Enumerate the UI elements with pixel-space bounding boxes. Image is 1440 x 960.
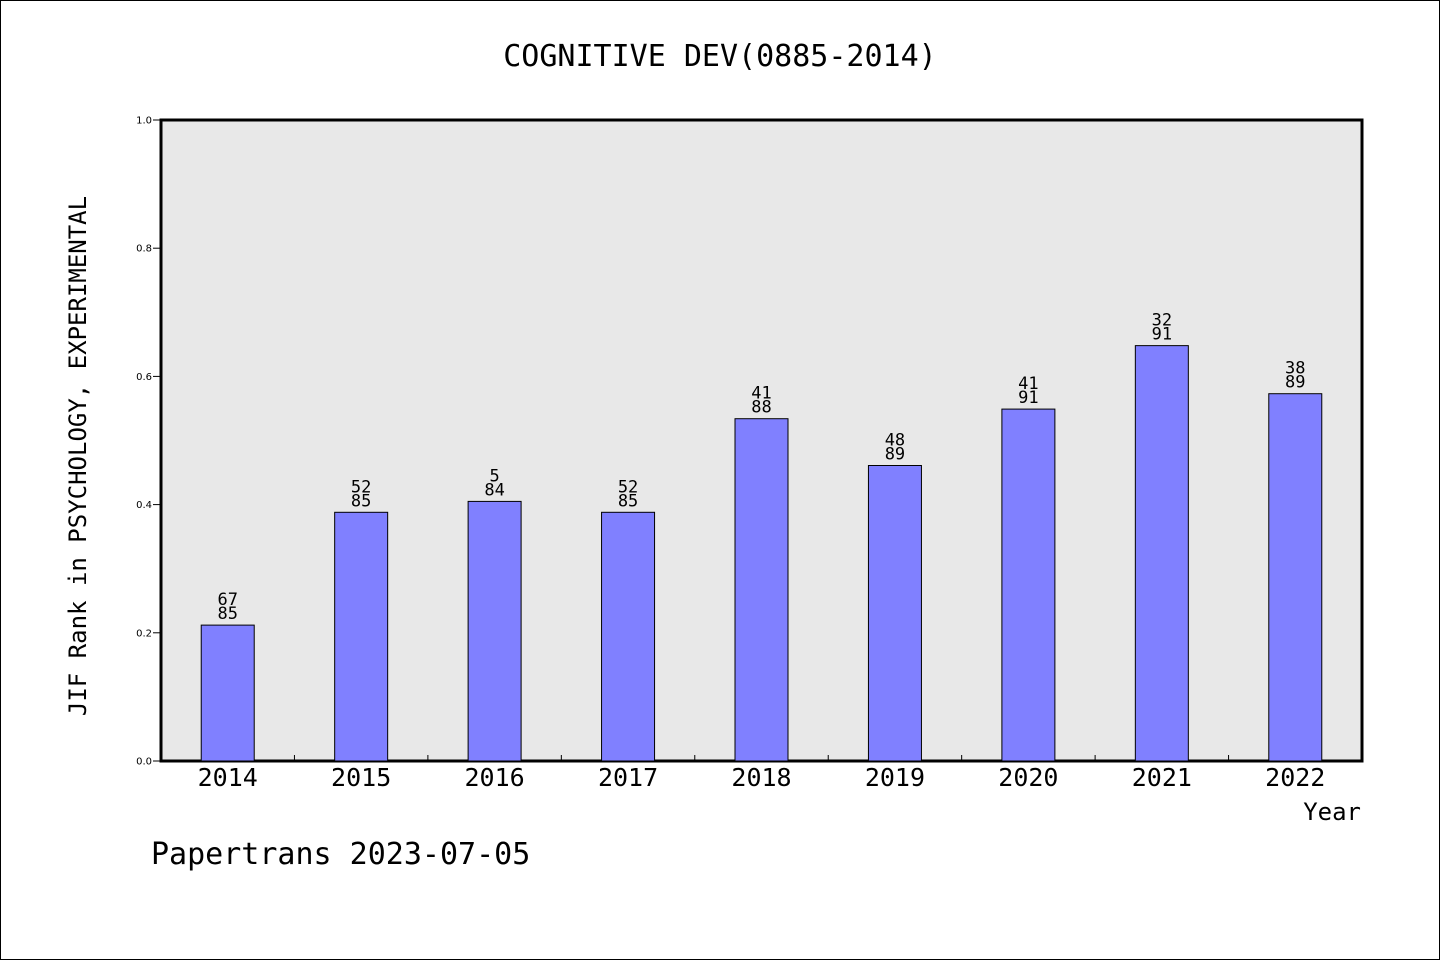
bar [601,511,656,762]
y-tick-label: 0.6 [136,372,152,383]
x-tick-label: 2015 [331,763,391,792]
chart-title: COGNITIVE DEV(0885-2014) [503,39,937,74]
bar-total-label: 85 [217,604,237,624]
bar-rank-label: 67 [217,590,237,610]
bar [1001,408,1056,762]
bar [200,624,255,762]
x-tick-label: 2021 [1132,763,1192,792]
bar-rank-label: 48 [885,430,905,450]
y-tick-label: 1.0 [136,116,152,127]
bar [1134,345,1189,762]
bar-total-label: 91 [1018,388,1038,408]
bar-rank-label: 32 [1152,311,1172,331]
bar-rank-label: 41 [1018,374,1038,394]
bar-total-label: 88 [751,398,771,418]
bar-rank-label: 38 [1285,359,1305,379]
x-tick-label: 2014 [198,763,258,792]
bar [734,418,789,762]
bar-total-label: 89 [1285,373,1305,393]
bar [867,464,922,762]
bar [334,511,389,762]
y-tick-label: 0.0 [136,757,152,768]
x-tick-label: 2022 [1265,763,1325,792]
bar [1268,393,1323,762]
bar-rank-label: 52 [351,477,371,497]
y-tick-label: 0.8 [136,244,152,255]
bar [467,500,522,762]
bar-total-label: 85 [618,491,638,511]
y-tick-label: 0.4 [136,500,152,511]
bar-total-label: 85 [351,491,371,511]
watermark-text: Papertrans 2023-07-05 [151,837,531,872]
x-axis-label: Year [1303,798,1361,826]
x-tick-label: 2019 [865,763,925,792]
x-tick-label: 2016 [465,763,525,792]
x-tick-label: 2018 [731,763,791,792]
bar-rank-label: 41 [751,384,771,404]
bar-rank-label: 52 [618,477,638,497]
y-axis-label: JIF Rank in PSYCHOLOGY, EXPERIMENTAL [64,195,92,717]
y-tick-label: 0.2 [136,628,152,639]
x-tick-label: 2017 [598,763,658,792]
bar-total-label: 91 [1152,325,1172,345]
bar-rank-label: 5 [489,466,499,486]
x-tick-label: 2020 [998,763,1058,792]
bar-total-label: 84 [484,480,504,500]
bar-total-label: 89 [885,444,905,464]
